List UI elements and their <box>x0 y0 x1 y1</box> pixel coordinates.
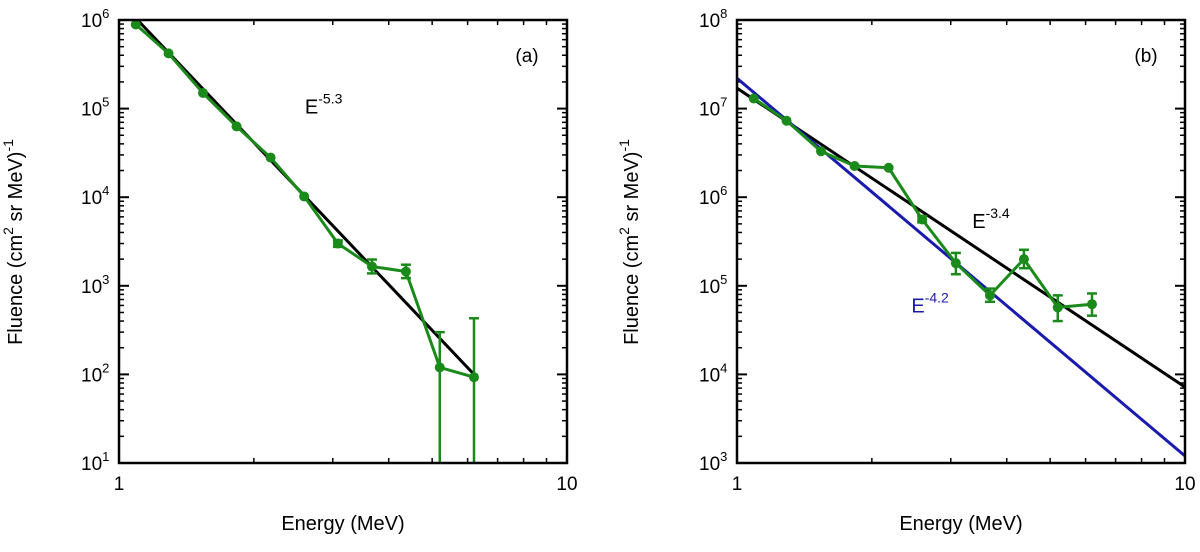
panel-a-data-point <box>231 121 242 132</box>
panel-a-y-label-sup: -1 <box>0 139 16 152</box>
panel-b-fit-label-exp: -3.4 <box>986 205 1010 221</box>
panel-a-y-tick-label: 103 <box>81 272 109 298</box>
panel-b-y-tick-label: 105 <box>699 272 727 298</box>
panel-b-y-label-part: sr MeV) <box>621 152 643 228</box>
panel-b-y-tick-base: 10 <box>699 277 720 298</box>
panel-b-data-point <box>1018 254 1029 265</box>
panel-b-y-tick-base: 10 <box>699 11 720 32</box>
panel-a-y-tick-exp: 3 <box>102 272 109 287</box>
panel-b-axes-frame <box>735 18 1187 465</box>
panel-b-y-tick-exp: 3 <box>720 449 727 464</box>
panel-a-axes-frame <box>117 18 569 465</box>
panel-b-y-tick-exp: 4 <box>720 360 727 375</box>
panel-b-data-point <box>950 258 961 269</box>
panel-b-x-tick-label: 10 <box>1174 474 1195 495</box>
panel-b-y-tick-label: 106 <box>699 183 727 209</box>
panel-a-y-label-part: sr MeV) <box>5 152 27 228</box>
panel-a-y-tick-base: 10 <box>81 454 102 475</box>
panel-b-data-point <box>849 160 860 171</box>
panel-a-data-point <box>468 372 479 383</box>
panel-b-y-tick-base: 10 <box>699 365 720 386</box>
panel-a-y-tick-base: 10 <box>81 11 102 32</box>
panel-b-fit-label-exp: -4.2 <box>925 289 949 305</box>
panel-a-data-point <box>434 362 445 373</box>
panel-a-data-point <box>130 19 141 30</box>
panel-b-x-axis-label: Energy (MeV) <box>899 513 1022 535</box>
panel-b-y-tick-exp: 7 <box>720 95 727 110</box>
panel-b-fit-label-base: E <box>972 211 985 233</box>
panel-a-y-tick-base: 10 <box>81 277 102 298</box>
panel-b-data-point <box>1052 302 1063 313</box>
panel-a-y-tick-label: 106 <box>81 6 109 32</box>
panel-a-y-tick-base: 10 <box>81 188 102 209</box>
panel-a-panel-label: (a) <box>515 46 538 67</box>
panel-a-y-label-sup: 2 <box>0 227 16 235</box>
panel-a-data-point <box>299 191 310 202</box>
panel-a-y-tick-base: 10 <box>81 100 102 121</box>
panel-b-y-tick-label: 108 <box>699 6 727 32</box>
panel-a-fit-label-0: E-5.3 <box>305 91 343 119</box>
panel-a-data-point <box>400 266 411 277</box>
panel-a-x-tick-label: 1 <box>114 474 125 495</box>
panel-a-y-tick-exp: 1 <box>102 449 109 464</box>
panel-b-data-point <box>917 214 928 225</box>
panel-a-y-axis-label: Fluence (cm2 sr MeV)-1 <box>0 139 27 345</box>
panel-b-y-tick-exp: 8 <box>720 6 727 21</box>
panel-b-data-point <box>816 146 827 157</box>
panel-a-y-tick-exp: 4 <box>102 183 109 198</box>
panel-b-data-point <box>1086 299 1097 310</box>
panel-a-fit-label-exp: -5.3 <box>318 91 342 107</box>
panel-b-fit-label-base: E <box>911 295 924 317</box>
panel-b-fit-label-1: E-4.2 <box>911 289 949 317</box>
panel-b-fit-line-0 <box>737 86 1185 389</box>
panel-b-y-tick-exp: 6 <box>720 183 727 198</box>
panel-b-y-tick-label: 107 <box>699 95 727 121</box>
panel-a-y-tick-exp: 6 <box>102 6 109 21</box>
panel-b-panel-label: (b) <box>1134 46 1157 67</box>
panel-b-data-point <box>781 115 792 126</box>
panel-b-data-point <box>883 162 894 173</box>
panel-b-x-tick-label: 1 <box>732 474 743 495</box>
panel-a-x-axis-label: Energy (MeV) <box>281 513 404 535</box>
panel-b-y-axis-label: Fluence (cm2 sr MeV)-1 <box>616 139 643 345</box>
panel-a-data-point <box>366 261 377 272</box>
panel-b-y-tick-base: 10 <box>699 100 720 121</box>
panel-b-y-tick-base: 10 <box>699 188 720 209</box>
panel-b-y-tick-label: 104 <box>699 360 727 386</box>
panel-a-y-tick-label: 101 <box>81 449 109 475</box>
panel-a-y-tick-base: 10 <box>81 365 102 386</box>
panel-a-y-tick-label: 102 <box>81 360 109 386</box>
panel-b-data-point <box>984 290 995 301</box>
panel-a-y-tick-exp: 2 <box>102 360 109 375</box>
panel-a-data-point <box>265 152 276 163</box>
panel-a-fit-label-base: E <box>305 97 318 119</box>
panel-a-x-tick-label: 10 <box>556 474 577 495</box>
panel-b-y-label-part: Fluence (cm <box>621 235 643 345</box>
panel-b-group: 1 10103104105106107108E-3.4E-4.2(b)Energy… <box>616 6 1196 535</box>
panel-b-y-tick-label: 103 <box>699 449 727 475</box>
panel-a-y-tick-label: 104 <box>81 183 109 209</box>
panel-b-fit-label-0: E-3.4 <box>972 205 1010 233</box>
panel-a-data-point <box>163 48 174 59</box>
panel-a-y-label-part: Fluence (cm <box>5 235 27 345</box>
panel-b-data-line <box>752 97 1093 309</box>
panel-a-y-tick-label: 105 <box>81 95 109 121</box>
panel-b-y-label-sup: 2 <box>616 227 632 235</box>
panel-b-y-tick-base: 10 <box>699 454 720 475</box>
panel-a-data-point <box>198 87 209 98</box>
panel-b-y-tick-exp: 5 <box>720 272 727 287</box>
panel-a-data-point <box>332 238 343 249</box>
panel-b-y-label-sup: -1 <box>616 139 632 152</box>
panel-a-y-tick-exp: 5 <box>102 95 109 110</box>
panel-b-data-point <box>748 93 759 104</box>
